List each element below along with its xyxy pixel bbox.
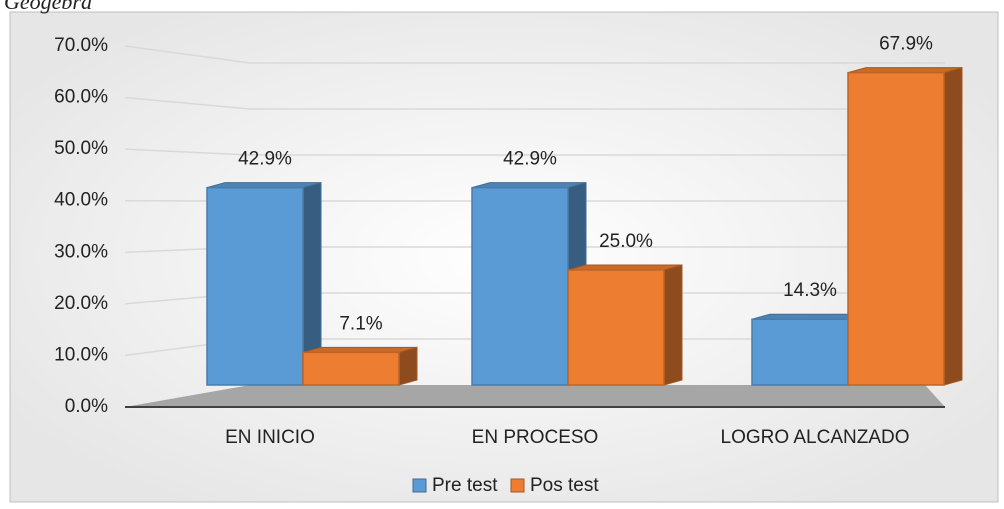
bar bbox=[848, 73, 944, 385]
y-tick-label: 50.0% bbox=[54, 138, 108, 159]
legend-label: Pre test bbox=[432, 475, 498, 496]
bar-side bbox=[664, 265, 682, 385]
bar bbox=[568, 270, 664, 385]
y-tick-label: 0.0% bbox=[65, 396, 108, 417]
legend-swatch bbox=[413, 479, 426, 492]
caption: Geogebra bbox=[4, 0, 92, 14]
y-tick-label: 40.0% bbox=[54, 190, 108, 211]
bar bbox=[207, 188, 303, 385]
value-label: 25.0% bbox=[599, 231, 653, 252]
y-tick-label: 70.0% bbox=[54, 35, 108, 56]
bar bbox=[472, 188, 568, 385]
bar bbox=[303, 352, 399, 385]
value-label: 7.1% bbox=[339, 313, 382, 334]
y-tick-label: 10.0% bbox=[54, 344, 108, 365]
y-tick-label: 20.0% bbox=[54, 293, 108, 314]
value-label: 42.9% bbox=[238, 149, 292, 170]
floor bbox=[125, 385, 945, 407]
legend-label: Pos test bbox=[530, 475, 599, 496]
x-tick-label: EN INICIO bbox=[225, 427, 315, 448]
value-label: 14.3% bbox=[783, 280, 837, 301]
x-tick-label: EN PROCESO bbox=[472, 427, 599, 448]
bar-side bbox=[944, 68, 962, 385]
legend-swatch bbox=[511, 479, 524, 492]
y-tick-label: 30.0% bbox=[54, 241, 108, 262]
value-label: 67.9% bbox=[879, 34, 933, 55]
value-label: 42.9% bbox=[503, 149, 557, 170]
y-tick-label: 60.0% bbox=[54, 87, 108, 108]
bar-top bbox=[207, 183, 321, 188]
bar-side bbox=[399, 347, 417, 385]
x-tick-label: LOGRO ALCANZADO bbox=[721, 427, 910, 448]
bar bbox=[752, 319, 848, 385]
bar-top bbox=[472, 183, 586, 188]
